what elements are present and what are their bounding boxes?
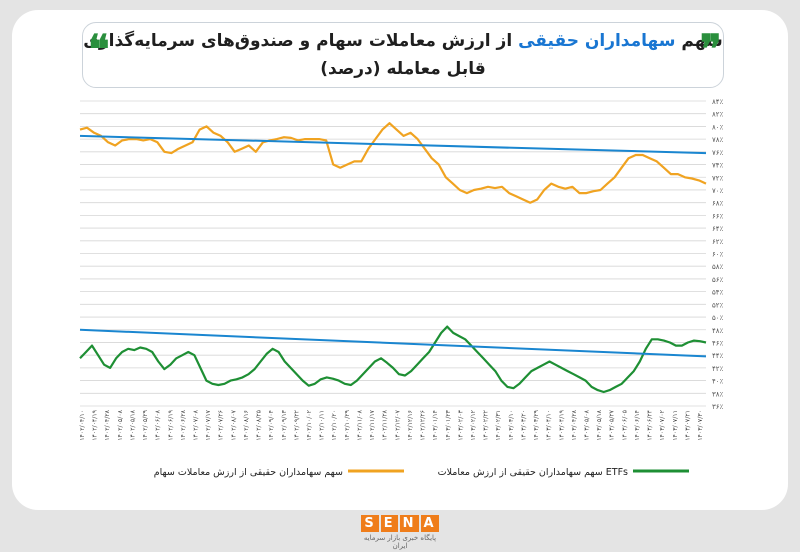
x-tick-label: ۱۴۰۳/۰۵/۱۸ [596,409,603,440]
green-series-line [79,325,707,394]
y-tick-label: ۶۸٪ [712,200,724,208]
x-tick-label: ۱۴۰۲/۰۴/۲۸ [104,409,111,440]
y-tick-label: ۳۶٪ [712,403,724,411]
x-tick-label: ۱۴۰۳/۰۷/۱۱ [672,410,679,441]
x-tick-label: ۱۴۰۲/۰۹/۱۳ [281,409,288,440]
x-tick-label: ۱۴۰۲/۱۲/۱۶ [407,410,414,441]
x-tick-label: ۱۴۰۲/۱۰/۰۲ [306,409,313,440]
x-tick-label: ۱۴۰۳/۰۴/۱۹ [558,409,565,440]
x-tick-label: ۱۴۰۳/۰۱/۱۴ [432,410,439,441]
x-tick-label: ۱۴۰۳/۰۶/۱۴ [634,410,641,441]
blue-trend-line-lower [79,328,707,358]
y-tick-label: ۵۴٪ [712,289,724,297]
sena-letter: A [420,515,439,532]
x-tick-label: ۱۴۰۳/۰۳/۲۰ [520,410,527,441]
x-tick-label: ۱۴۰۳/۰۴/۱۰ [546,410,553,441]
x-tick-label: ۱۴۰۲/۰۴/۱۰ [79,410,86,441]
legend-green-label: سهم سهامداران حقیقی از ارزش معاملات ETFs [438,467,628,478]
x-tick-label: ۱۴۰۳/۰۶/۰۵ [621,410,628,441]
x-tick-label: ۱۴۰۳/۰۷/۰۲ [659,409,666,440]
x-tick-label: ۱۴۰۳/۰۷/۳۰ [697,410,704,441]
x-tick-label: ۱۴۰۳/۰۵/۲۷ [609,409,616,440]
blue-trend-line-upper [79,134,707,155]
y-tick-label: ۵۲٪ [712,301,724,309]
y-tick-label: ۸۰٪ [712,123,724,131]
x-tick-label: ۱۴۰۲/۱۰/۱۱ [319,410,326,441]
y-tick-label: ۷۲٪ [712,174,724,182]
y-tick-label: ۵۰٪ [712,314,724,322]
x-tick-label: ۱۴۰۳/۰۱/۲۳ [445,409,452,440]
y-tick-label: ۴۴٪ [712,352,724,360]
title-box: سهم سهامداران حقیقی از ارزش معاملات سهام… [82,22,724,88]
title-part1: سهم [675,31,723,51]
y-tick-label: ۶۰٪ [712,251,724,259]
title-part2: از ارزش معاملات سهام و صندوق‌های سرمایه‌… [83,31,519,51]
y-tick-label: ۷۸٪ [712,136,724,144]
y-tick-label: ۷۶٪ [712,149,724,157]
x-tick-label: ۱۴۰۲/۰۵/۱۸ [129,409,136,440]
y-tick-label: ۷۴٪ [712,162,724,170]
x-tick-label: ۱۴۰۳/۰۲/۰۳ [457,409,464,440]
x-tick-label: ۱۴۰۳/۰۶/۲۴ [647,410,654,441]
chart-title: سهم سهامداران حقیقی از ارزش معاملات سهام… [83,31,723,51]
x-tick-label: ۱۴۰۲/۱۱/۱۷ [369,409,376,440]
x-tick-label: ۱۴۰۲/۰۷/۰۸ [193,409,200,440]
quote-close-icon: ❞ [700,26,722,73]
sena-letter: E [380,515,398,532]
x-tick-label: ۱۴۰۲/۰۶/۲۸ [180,409,187,440]
x-tick-label: ۱۴۰۲/۰۸/۲۵ [256,410,263,441]
x-tick-label: ۱۴۰۳/۰۴/۲۸ [571,409,578,440]
y-tick-label: ۸۴٪ [712,98,724,106]
x-tick-label: ۱۴۰۲/۱۲/۲۶ [420,410,427,441]
sena-tagline: پایگاه خبری بازار سرمایه ایران [363,534,437,550]
x-tick-label: ۱۴۰۲/۱۰/۲۹ [344,409,351,440]
x-tick-label: ۱۴۰۲/۰۹/۰۴ [268,410,275,441]
y-tick-label: ۴۰٪ [712,378,724,386]
x-tick-label: ۱۴۰۲/۰۴/۱۹ [92,409,99,440]
x-tick-label: ۱۴۰۲/۰۷/۱۷ [205,409,212,440]
chart-card: سهم سهامداران حقیقی از ارزش معاملات سهام… [12,10,788,510]
sena-letter: N [399,515,419,532]
quote-open-icon: ❝ [88,26,110,73]
x-tick-label: ۱۴۰۲/۱۱/۰۸ [356,409,363,440]
x-tick-label: ۱۴۰۳/۰۲/۲۲ [483,409,490,440]
x-tick-label: ۱۴۰۲/۱۱/۲۸ [382,409,389,440]
x-tick-label: ۱۴۰۲/۰۷/۲۶ [218,410,225,441]
y-tick-label: ۴۶٪ [712,339,724,347]
x-tick-label: ۱۴۰۲/۰۹/۲۲ [293,409,300,440]
orange-series-line [79,122,707,204]
x-tick-label: ۱۴۰۳/۰۵/۰۸ [583,409,590,440]
y-tick-label: ۳۸٪ [712,390,724,398]
chart-subtitle: قابل معامله (درصد) [320,59,486,79]
y-tick-label: ۶۶٪ [712,212,724,220]
x-tick-label: ۱۴۰۳/۰۷/۲۱ [684,410,691,441]
y-tick-label: ۵۸٪ [712,263,724,271]
x-tick-label: ۱۴۰۲/۰۶/۰۸ [155,409,162,440]
y-tick-label: ۵۶٪ [712,276,724,284]
y-tick-label: ۴۸٪ [712,327,724,335]
x-tick-label: ۱۴۰۲/۱۲/۰۷ [394,409,401,440]
y-tick-label: ۶۴٪ [712,225,724,233]
y-tick-label: ۷۰٪ [712,187,724,195]
x-tick-label: ۱۴۰۲/۰۸/۰۷ [230,409,237,440]
x-tick-label: ۱۴۰۳/۰۳/۱۰ [508,410,515,441]
sena-letter: S [361,515,379,532]
x-tick-label: ۱۴۰۲/۰۶/۱۹ [167,409,174,440]
legend-orange-label: سهم سهامداران حقیقی از ارزش معاملات سهام [154,467,343,478]
x-tick-label: ۱۴۰۳/۰۳/۲۹ [533,409,540,440]
x-tick-label: ۱۴۰۲/۰۵/۲۹ [142,409,149,440]
y-tick-label: ۶۲٪ [712,238,724,246]
y-tick-label: ۴۲٪ [712,365,724,373]
x-tick-label: ۱۴۰۲/۰۸/۱۶ [243,410,250,441]
x-tick-label: ۱۴۰۲/۰۵/۰۸ [117,409,124,440]
x-tick-label: ۱۴۰۳/۰۲/۱۲ [470,409,477,440]
title-highlight: سهامداران حقیقی [518,31,676,51]
x-tick-label: ۱۴۰۳/۰۲/۳۱ [495,410,502,441]
y-tick-label: ۸۲٪ [712,111,724,119]
x-tick-label: ۱۴۰۲/۱۰/۲۰ [331,410,338,441]
